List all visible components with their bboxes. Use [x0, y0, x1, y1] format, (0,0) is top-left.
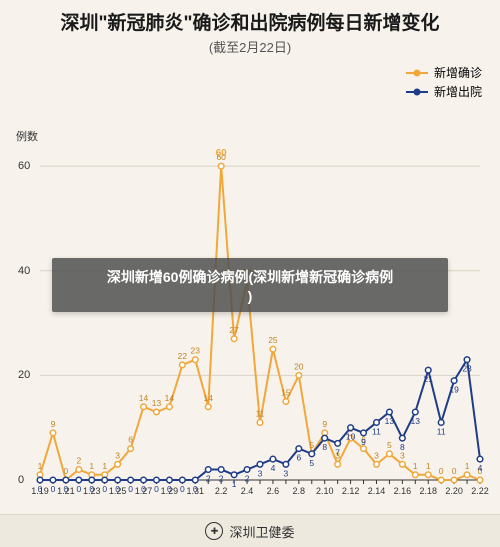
svg-text:2: 2 [219, 474, 224, 484]
svg-text:2: 2 [206, 474, 211, 484]
svg-text:11: 11 [437, 426, 446, 436]
svg-text:25: 25 [268, 335, 278, 345]
svg-text:9: 9 [51, 419, 56, 429]
footer-text: 深圳卫健委 [229, 522, 294, 541]
overlay-caption: 深圳新增60例确诊病例(深圳新增新冠确诊病例 ) [52, 258, 448, 312]
x-tick-label: 1.19 [31, 486, 49, 496]
svg-text:0: 0 [154, 484, 159, 494]
svg-text:4: 4 [478, 463, 483, 473]
x-tick-label: 2.22 [471, 486, 489, 496]
svg-text:0: 0 [452, 466, 457, 476]
y-tick-label: 40 [18, 265, 30, 277]
svg-text:14: 14 [139, 393, 149, 403]
svg-text:0: 0 [180, 484, 185, 494]
svg-text:22: 22 [178, 351, 188, 361]
svg-text:27: 27 [229, 325, 239, 335]
x-tick-label: 1.21 [57, 486, 75, 496]
svg-text:1: 1 [89, 461, 94, 471]
overlay-line1: 深圳新增60例确诊病例(深圳新增新冠确诊病例 [107, 269, 393, 285]
svg-text:13: 13 [411, 416, 421, 426]
svg-text:6: 6 [128, 435, 133, 445]
svg-text:5: 5 [309, 458, 314, 468]
svg-text:3: 3 [374, 450, 379, 460]
y-tick-label: 60 [18, 160, 30, 172]
svg-text:9: 9 [322, 419, 327, 429]
x-tick-label: 1.23 [83, 486, 101, 496]
svg-text:2: 2 [245, 474, 250, 484]
health-commission-icon: ✚ [205, 522, 223, 540]
svg-text:14: 14 [204, 393, 214, 403]
svg-text:13: 13 [152, 398, 162, 408]
overlay-line2: ) [248, 288, 253, 304]
svg-text:1: 1 [426, 461, 431, 471]
svg-text:3: 3 [284, 468, 289, 478]
x-tick-label: 1.29 [161, 486, 179, 496]
x-tick-label: 1.27 [135, 486, 153, 496]
x-tick-label: 2.10 [316, 486, 334, 496]
svg-text:0: 0 [76, 484, 81, 494]
x-tick-label: 2.12 [342, 486, 360, 496]
svg-text:5: 5 [387, 440, 392, 450]
svg-text:1: 1 [413, 461, 418, 471]
svg-text:0: 0 [64, 466, 69, 476]
svg-text:3: 3 [115, 450, 120, 460]
svg-text:20: 20 [294, 361, 304, 371]
svg-text:1: 1 [232, 479, 237, 489]
line-chart: 1902113614131422231460273811251520593863… [0, 0, 500, 510]
x-tick-label: 2.14 [368, 486, 386, 496]
x-tick-label: 2.18 [419, 486, 437, 496]
svg-text:1: 1 [465, 461, 470, 471]
svg-text:4: 4 [271, 463, 276, 473]
svg-text:11: 11 [256, 408, 265, 418]
svg-text:10: 10 [346, 432, 356, 442]
svg-text:0: 0 [102, 484, 107, 494]
svg-text:13: 13 [385, 416, 395, 426]
footer-bar: ✚ 深圳卫健委 [0, 514, 500, 547]
svg-text:6: 6 [296, 453, 301, 463]
svg-text:7: 7 [335, 447, 340, 457]
svg-text:23: 23 [191, 346, 201, 356]
x-tick-label: 2.16 [394, 486, 412, 496]
svg-text:1: 1 [102, 461, 107, 471]
svg-text:8: 8 [400, 442, 405, 452]
svg-text:15: 15 [281, 388, 291, 398]
svg-text:3: 3 [258, 468, 263, 478]
svg-text:60: 60 [216, 148, 228, 159]
y-tick-label: 20 [18, 369, 30, 381]
svg-text:9: 9 [361, 437, 366, 447]
svg-text:8: 8 [322, 442, 327, 452]
svg-text:0: 0 [439, 466, 444, 476]
svg-text:5: 5 [309, 440, 314, 450]
svg-text:2: 2 [76, 456, 81, 466]
x-tick-label: 2.8 [293, 486, 306, 496]
y-tick-label: 0 [18, 474, 24, 486]
svg-text:19: 19 [449, 385, 459, 395]
x-tick-label: 1.25 [109, 486, 127, 496]
x-tick-label: 2.4 [241, 486, 254, 496]
svg-text:11: 11 [372, 426, 381, 436]
x-tick-label: 1.31 [187, 486, 205, 496]
x-tick-label: 2.20 [445, 486, 463, 496]
svg-text:21: 21 [424, 374, 434, 384]
x-tick-label: 2.6 [267, 486, 280, 496]
svg-text:14: 14 [165, 393, 175, 403]
svg-text:0: 0 [128, 484, 133, 494]
svg-text:0: 0 [51, 484, 56, 494]
svg-text:23: 23 [462, 364, 472, 374]
x-tick-label: 2.2 [215, 486, 228, 496]
svg-text:1: 1 [38, 461, 43, 471]
